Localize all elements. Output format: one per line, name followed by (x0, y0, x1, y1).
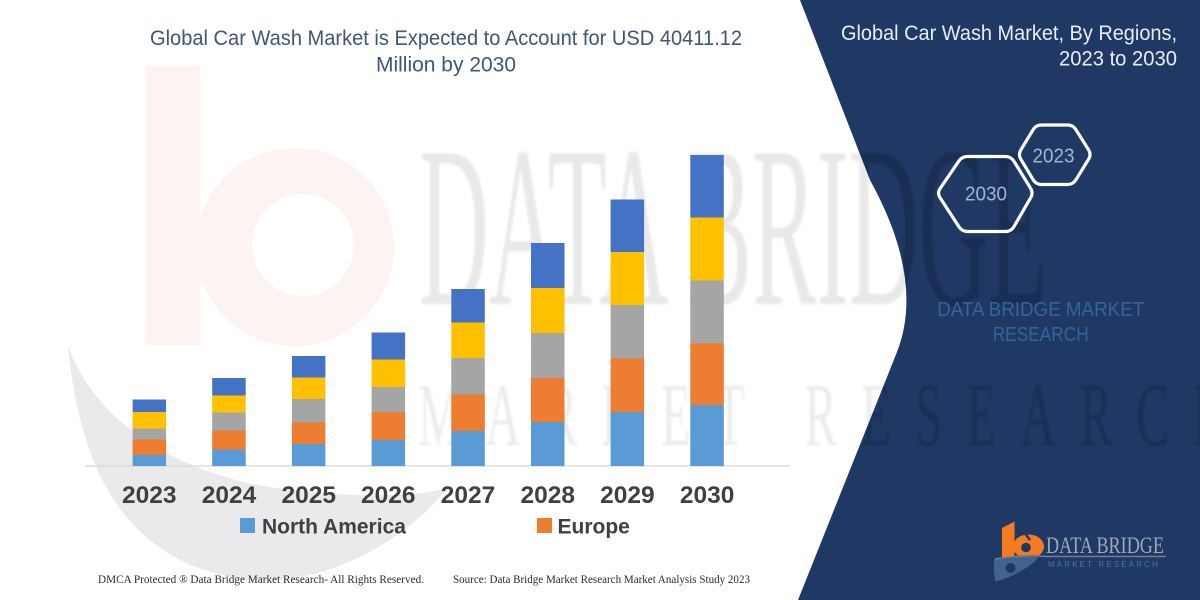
svg-text:MARKET RESEARCH: MARKET RESEARCH (1048, 560, 1160, 569)
svg-text:DMCA Protected ® Data Bridge M: DMCA Protected ® Data Bridge Market Rese… (98, 574, 424, 586)
svg-text:RESEARCH: RESEARCH (993, 324, 1089, 346)
svg-text:2027: 2027 (441, 482, 496, 509)
svg-text:2029: 2029 (600, 482, 655, 509)
svg-text:2024: 2024 (202, 482, 257, 509)
svg-text:Global Car Wash Market is Expe: Global Car Wash Market is Expected to Ac… (150, 27, 742, 50)
svg-text:2030: 2030 (965, 183, 1007, 206)
svg-text:Global Car Wash Market, By Reg: Global Car Wash Market, By Regions, (841, 22, 1177, 45)
svg-text:Europe: Europe (558, 516, 630, 539)
svg-text:2028: 2028 (520, 482, 575, 509)
svg-text:2023: 2023 (1033, 146, 1075, 168)
svg-text:2026: 2026 (361, 482, 416, 509)
svg-text:North America: North America (262, 516, 406, 539)
svg-text:DATA BRIDGE MARKET: DATA BRIDGE MARKET (937, 299, 1144, 321)
svg-text:2025: 2025 (281, 482, 336, 509)
svg-text:Million by 2030: Million by 2030 (376, 54, 516, 77)
svg-text:2030: 2030 (680, 482, 735, 509)
svg-text:2023: 2023 (122, 482, 177, 509)
svg-text:DATA BRIDGE: DATA BRIDGE (1046, 533, 1164, 559)
svg-text:2023 to 2030: 2023 to 2030 (1059, 48, 1177, 71)
svg-text:DATA BRIDGE: DATA BRIDGE (419, 101, 1047, 355)
svg-text:Source: Data Bridge Market Res: Source: Data Bridge Market Research Mark… (453, 574, 750, 586)
